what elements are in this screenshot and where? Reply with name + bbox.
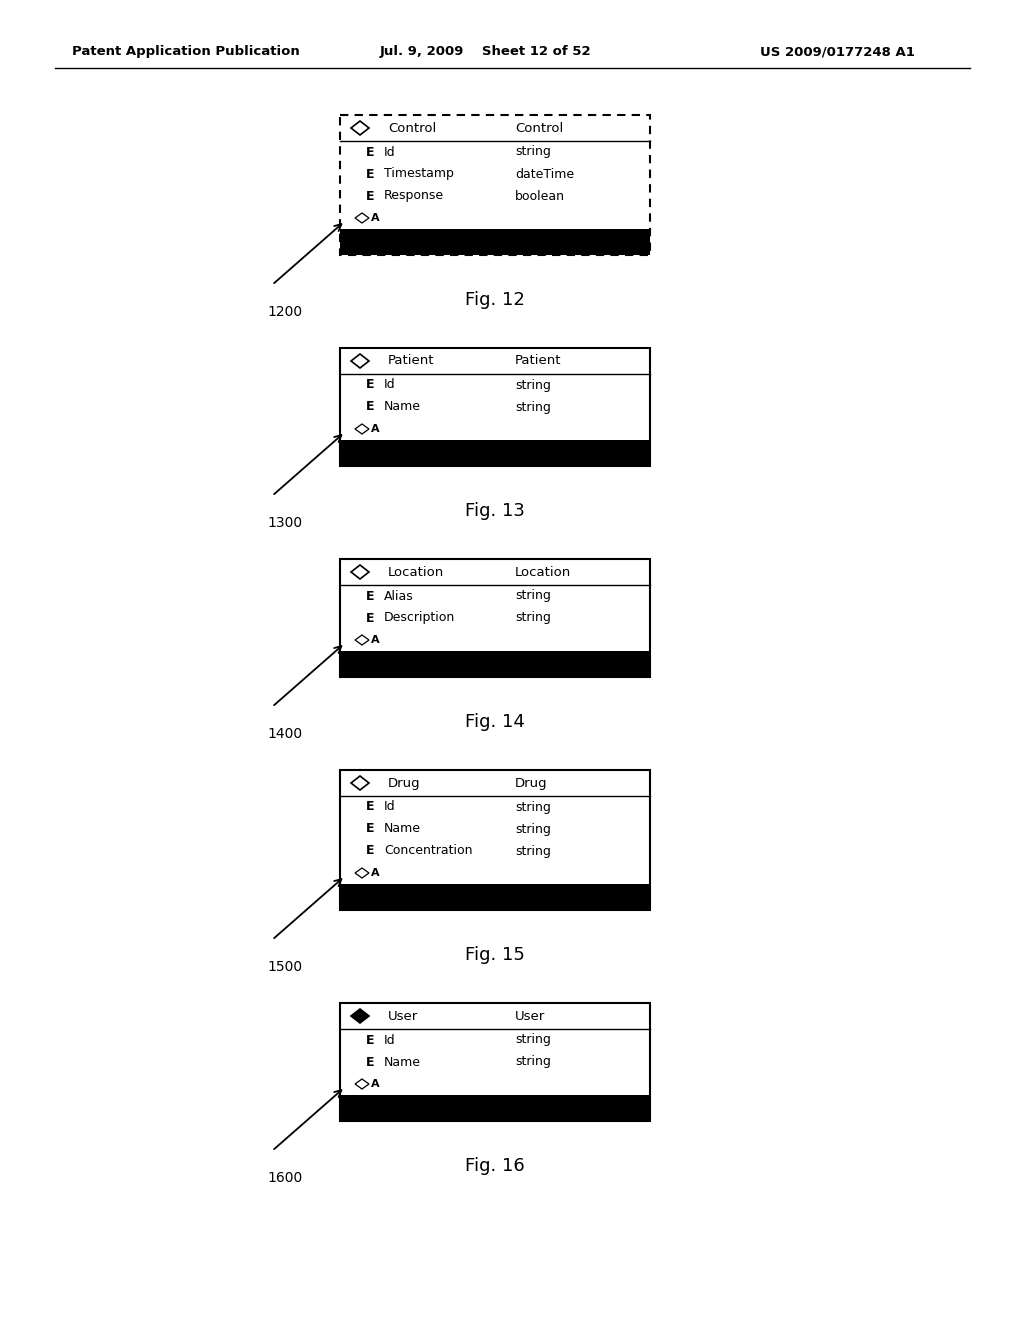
Bar [340, 1003, 650, 1096]
Text: Response: Response [384, 190, 444, 202]
Text: Patent Application Publication: Patent Application Publication [72, 45, 300, 58]
Text: Location: Location [388, 565, 444, 578]
Text: 1500: 1500 [267, 960, 302, 974]
Text: string: string [515, 800, 551, 813]
Text: boolean: boolean [515, 190, 565, 202]
Text: E: E [366, 145, 375, 158]
Text: A: A [371, 424, 380, 434]
Bar [340, 770, 650, 884]
Bar [340, 651, 650, 677]
Bar [340, 348, 650, 440]
Text: Fig. 13: Fig. 13 [465, 502, 525, 520]
Text: Fig. 16: Fig. 16 [465, 1158, 525, 1175]
Bar [340, 440, 650, 466]
Text: E: E [366, 822, 375, 836]
Text: A: A [371, 1078, 380, 1089]
Text: 1200: 1200 [267, 305, 302, 319]
Text: User: User [515, 1010, 545, 1023]
Text: E: E [366, 1056, 375, 1068]
Text: Concentration: Concentration [384, 845, 472, 858]
Text: Drug: Drug [388, 776, 421, 789]
Text: string: string [515, 1056, 551, 1068]
Bar [340, 1096, 650, 1121]
Text: Fig. 12: Fig. 12 [465, 290, 525, 309]
Text: 1300: 1300 [267, 516, 302, 531]
Bar [340, 770, 650, 909]
Text: Fig. 14: Fig. 14 [465, 713, 525, 731]
Text: E: E [366, 190, 375, 202]
Text: Description: Description [384, 611, 456, 624]
Text: Control: Control [515, 121, 563, 135]
Bar [340, 348, 650, 466]
Bar [340, 558, 650, 677]
Text: Jul. 9, 2009    Sheet 12 of 52: Jul. 9, 2009 Sheet 12 of 52 [380, 45, 592, 58]
Text: dateTime: dateTime [515, 168, 574, 181]
Text: E: E [366, 800, 375, 813]
Bar [340, 558, 650, 651]
Polygon shape [351, 354, 369, 368]
Text: E: E [366, 845, 375, 858]
Text: string: string [515, 400, 551, 413]
Text: Id: Id [384, 145, 395, 158]
Text: string: string [515, 379, 551, 392]
Text: E: E [366, 1034, 375, 1047]
Polygon shape [351, 1008, 369, 1023]
Text: A: A [371, 869, 380, 878]
Polygon shape [355, 424, 369, 434]
Text: 1600: 1600 [267, 1171, 302, 1185]
Text: string: string [515, 590, 551, 602]
Polygon shape [351, 565, 369, 579]
Text: string: string [515, 1034, 551, 1047]
Text: string: string [515, 845, 551, 858]
Text: string: string [515, 822, 551, 836]
Text: Patient: Patient [515, 355, 561, 367]
Polygon shape [355, 635, 369, 645]
Text: Id: Id [384, 379, 395, 392]
Text: string: string [515, 611, 551, 624]
Text: Name: Name [384, 400, 421, 413]
Bar [340, 115, 650, 228]
Polygon shape [351, 121, 369, 135]
Text: E: E [366, 611, 375, 624]
Text: Name: Name [384, 822, 421, 836]
Polygon shape [355, 213, 369, 223]
Text: US 2009/0177248 A1: US 2009/0177248 A1 [760, 45, 914, 58]
Text: E: E [366, 590, 375, 602]
Polygon shape [355, 1078, 369, 1089]
Bar [340, 1003, 650, 1121]
Text: 1400: 1400 [267, 727, 302, 741]
Text: Name: Name [384, 1056, 421, 1068]
Polygon shape [351, 776, 369, 789]
Text: Drug: Drug [515, 776, 548, 789]
Text: Fig. 15: Fig. 15 [465, 946, 525, 964]
Text: Control: Control [388, 121, 436, 135]
Text: Alias: Alias [384, 590, 414, 602]
Bar [340, 115, 650, 255]
Polygon shape [355, 869, 369, 878]
Bar [340, 884, 650, 909]
Text: User: User [388, 1010, 418, 1023]
Text: Id: Id [384, 800, 395, 813]
Bar [340, 228, 650, 255]
Text: E: E [366, 400, 375, 413]
Text: E: E [366, 379, 375, 392]
Text: Location: Location [515, 565, 571, 578]
Text: A: A [371, 213, 380, 223]
Text: A: A [371, 635, 380, 645]
Text: string: string [515, 145, 551, 158]
Text: E: E [366, 168, 375, 181]
Text: Timestamp: Timestamp [384, 168, 454, 181]
Text: Id: Id [384, 1034, 395, 1047]
Text: Patient: Patient [388, 355, 434, 367]
